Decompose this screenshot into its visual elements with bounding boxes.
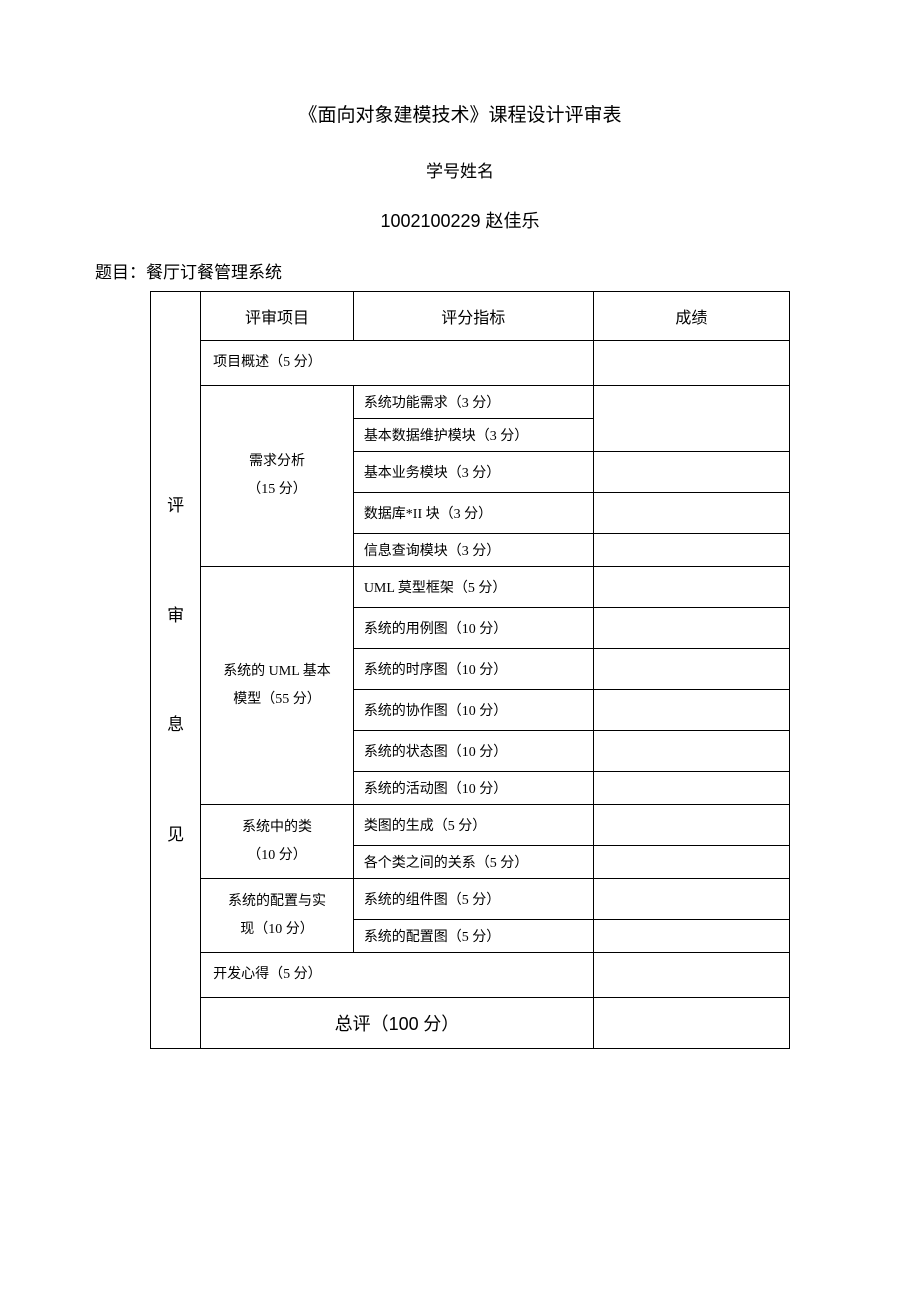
cat-uml-line2: 模型（55 分） (211, 686, 343, 714)
header-item: 评审项目 (201, 292, 354, 341)
uml-indicator-6: 系统的活动图（10 分） (353, 772, 593, 805)
req-score-3 (593, 452, 789, 493)
config-score-1 (593, 879, 789, 920)
uml-indicator-3: 系统的时序图（10 分） (353, 649, 593, 690)
req-indicator-4: 数据库*II 块（3 分） (353, 493, 593, 534)
cat-classes-line2: （10 分） (211, 842, 343, 870)
req-score-1 (593, 386, 789, 452)
config-indicator-1: 系统的组件图（5 分） (353, 879, 593, 920)
config-indicator-2: 系统的配置图（5 分） (353, 920, 593, 953)
side-char-1: 评 (151, 476, 200, 536)
class-score-1 (593, 805, 789, 846)
cat-uml-line1: 系统的 UML 基本 (211, 658, 343, 686)
uml-score-2 (593, 608, 789, 649)
req-indicator-2: 基本数据维护模块（3 分） (353, 419, 593, 452)
cat-config-line1: 系统的配置与实 (211, 888, 343, 916)
class-score-2 (593, 846, 789, 879)
req-score-5 (593, 534, 789, 567)
class-indicator-1: 类图的生成（5 分） (353, 805, 593, 846)
req-indicator-3: 基本业务模块（3 分） (353, 452, 593, 493)
uml-indicator-4: 系统的协作图（10 分） (353, 690, 593, 731)
cat-classes-line1: 系统中的类 (211, 814, 343, 842)
side-char-4: 见 (151, 805, 200, 865)
cat-requirements-line2: （15 分） (211, 476, 343, 504)
uml-score-6 (593, 772, 789, 805)
topic-line: 题目：餐厅订餐管理系统 (95, 258, 825, 283)
header-indicator: 评分指标 (353, 292, 593, 341)
cat-config-line2: 现（10 分） (211, 916, 343, 944)
document-title: 《面向对象建模技术》课程设计评审表 (95, 100, 825, 127)
subtitle-label: 学号姓名 (95, 157, 825, 182)
uml-score-3 (593, 649, 789, 690)
total-score (593, 998, 789, 1049)
row-overview-label: 项目概述（5 分） (201, 341, 594, 386)
review-table: 评 审 息 见 评审项目 评分指标 成绩 项目概述（5 分） 需求分析 （15 … (150, 291, 790, 1049)
side-char-3: 息 (151, 695, 200, 755)
req-indicator-5: 信息查询模块（3 分） (353, 534, 593, 567)
row-experience-score (593, 953, 789, 998)
uml-indicator-2: 系统的用例图（10 分） (353, 608, 593, 649)
total-text: 总评（100 分） (335, 1014, 460, 1034)
config-score-2 (593, 920, 789, 953)
header-score: 成绩 (593, 292, 789, 341)
cat-config: 系统的配置与实 现（10 分） (201, 879, 354, 953)
row-overview-score (593, 341, 789, 386)
student-id-name: 1002100229 赵佳乐 (95, 207, 825, 233)
cat-requirements: 需求分析 （15 分） (201, 386, 354, 567)
uml-score-1 (593, 567, 789, 608)
side-char-2: 审 (151, 586, 200, 646)
uml-score-4 (593, 690, 789, 731)
uml-indicator-5: 系统的状态图（10 分） (353, 731, 593, 772)
cat-uml: 系统的 UML 基本 模型（55 分） (201, 567, 354, 805)
req-indicator-1: 系统功能需求（3 分） (353, 386, 593, 419)
cat-classes: 系统中的类 （10 分） (201, 805, 354, 879)
cat-requirements-line1: 需求分析 (211, 448, 343, 476)
uml-indicator-1: UML 莫型框架（5 分） (353, 567, 593, 608)
row-experience-label: 开发心得（5 分） (201, 953, 594, 998)
uml-score-5 (593, 731, 789, 772)
total-label: 总评（100 分） (201, 998, 594, 1049)
req-score-4 (593, 493, 789, 534)
side-label-column: 评 审 息 见 (151, 292, 201, 1049)
class-indicator-2: 各个类之间的关系（5 分） (353, 846, 593, 879)
